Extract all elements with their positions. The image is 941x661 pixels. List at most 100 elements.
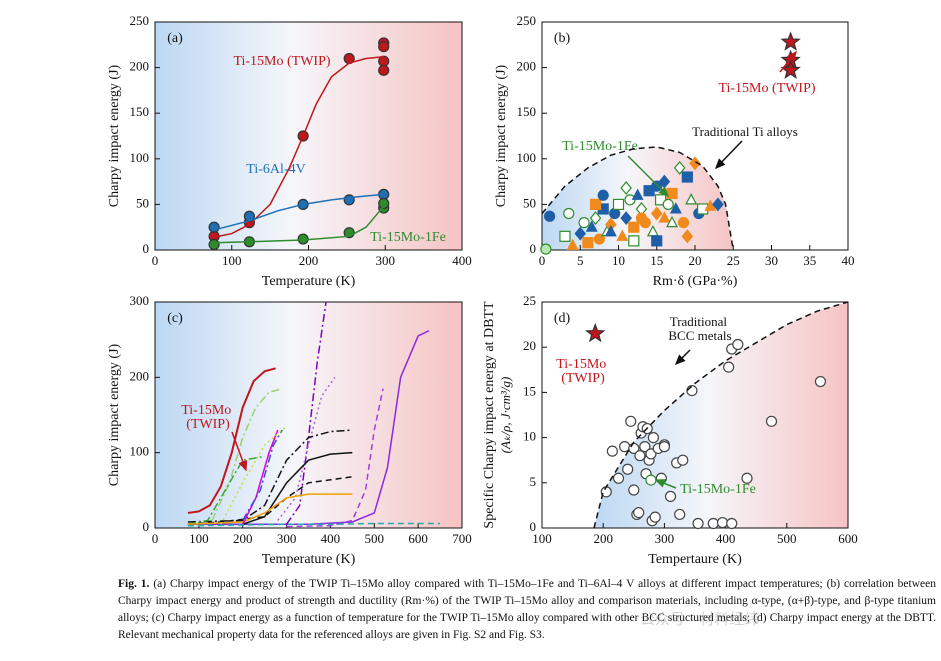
point — [677, 217, 690, 229]
y-tick-label: 300 — [130, 293, 150, 308]
point — [669, 202, 682, 214]
line — [242, 429, 279, 525]
point — [620, 181, 632, 195]
point — [566, 238, 579, 251]
line — [187, 455, 265, 525]
y-axis-label: Charpy impact energy (J) — [107, 343, 122, 486]
x-tick-label: 400 — [321, 531, 341, 546]
y-tick-label: 100 — [130, 444, 150, 459]
x-tick-label: 100 — [189, 531, 209, 546]
arrow — [627, 155, 670, 198]
point — [674, 508, 686, 521]
line — [187, 429, 353, 523]
y-axis-label: Charpy impact energy (J) — [494, 64, 509, 207]
point — [645, 474, 657, 486]
line — [187, 329, 430, 525]
x-tick-label: 200 — [233, 531, 253, 546]
point — [664, 490, 677, 502]
line — [211, 387, 283, 521]
point — [765, 415, 778, 427]
point — [689, 156, 701, 171]
point — [589, 198, 602, 210]
y-tick-label: 200 — [130, 59, 150, 74]
point — [651, 235, 663, 247]
x-tick-label: 0 — [152, 531, 159, 546]
boundary-line — [541, 146, 734, 251]
point — [645, 448, 657, 460]
point — [741, 472, 753, 484]
y-tick-label: 150 — [130, 104, 150, 119]
point — [612, 472, 625, 484]
x-tick-label: 0 — [539, 253, 546, 268]
point — [378, 41, 390, 53]
point — [726, 517, 738, 530]
point — [593, 233, 605, 245]
line — [187, 522, 441, 527]
point — [685, 193, 698, 205]
y-tick-label: 150 — [517, 104, 537, 119]
y-tick-label: 100 — [130, 150, 150, 165]
point — [585, 220, 598, 232]
y-tick-label: 0 — [530, 241, 537, 256]
point — [589, 211, 602, 226]
y-tick-label: 200 — [130, 368, 150, 383]
point — [658, 211, 671, 223]
point — [628, 235, 640, 247]
point — [633, 507, 645, 519]
y-tick-label: 250 — [130, 13, 150, 28]
arrow — [714, 140, 743, 170]
series-label: Ti-15Mo-1Fe — [562, 139, 638, 154]
line — [187, 493, 353, 525]
point — [628, 484, 640, 496]
line — [214, 205, 385, 244]
point — [378, 197, 390, 210]
x-tick-label: 300 — [277, 531, 297, 546]
point — [597, 189, 609, 201]
point — [628, 221, 640, 233]
y-axis-label: (Aₖ/ρ, J·cm³/g) — [498, 377, 513, 454]
x-axis-label: Temperature (K) — [262, 274, 356, 289]
point — [723, 361, 735, 373]
point — [574, 226, 587, 241]
point — [578, 217, 590, 229]
x-tick-label: 25 — [727, 253, 740, 268]
x-tick-label: 100 — [532, 531, 552, 546]
caption-text: (a) Charpy impact energy of the TWIP Ti–… — [118, 578, 936, 641]
arrow — [674, 349, 691, 366]
point — [681, 171, 693, 183]
line — [242, 429, 283, 521]
y-axis-label: Charpy impact energy (J) — [107, 64, 122, 207]
line — [187, 476, 353, 525]
point — [634, 450, 646, 462]
point — [686, 384, 698, 397]
line — [277, 376, 336, 521]
point — [650, 206, 663, 221]
watermark: 公众号 · 材料经纬 — [640, 610, 760, 628]
y-tick-label: 5 — [530, 474, 537, 489]
point — [639, 441, 651, 453]
line — [187, 367, 276, 514]
point — [649, 511, 661, 523]
point — [631, 188, 644, 200]
point — [585, 322, 606, 343]
point — [563, 207, 575, 220]
x-tick-label: 35 — [803, 253, 816, 268]
point — [647, 432, 659, 444]
y-tick-label: 25 — [523, 293, 536, 308]
point — [666, 215, 679, 228]
point — [620, 211, 632, 226]
series-label: Ti-15Mo-1Fe — [680, 482, 756, 497]
point — [780, 31, 801, 51]
point — [732, 338, 744, 351]
arrow — [654, 479, 677, 489]
point — [666, 187, 678, 200]
x-tick-label: 5 — [577, 253, 584, 268]
point — [704, 199, 717, 211]
y-tick-label: 10 — [523, 429, 536, 444]
series-label: Ti-15Mo-1Fe — [370, 230, 446, 245]
point — [712, 197, 724, 212]
line — [213, 193, 384, 231]
x-tick-label: 400 — [716, 531, 736, 546]
x-tick-label: 200 — [593, 531, 613, 546]
